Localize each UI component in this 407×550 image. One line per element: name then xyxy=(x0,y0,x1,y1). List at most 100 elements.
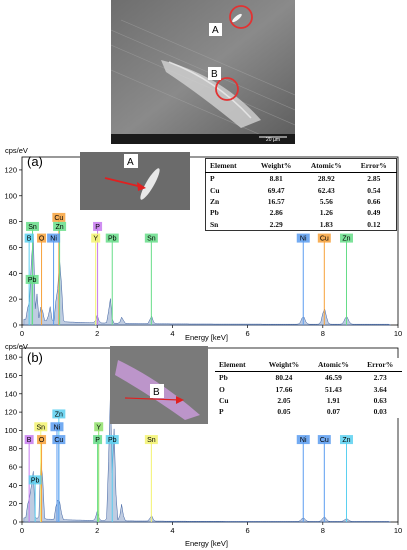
element-tag-label: Sn xyxy=(147,236,156,243)
element-tag-label: Sn xyxy=(37,424,46,431)
y-tick-label: 100 xyxy=(4,191,17,200)
sem-label-a: A xyxy=(212,25,219,36)
y-tick-label: 0 xyxy=(13,518,17,527)
table-cell: 1.83 xyxy=(319,219,333,229)
y-tick-label: 120 xyxy=(4,408,17,417)
x-tick-label: 8 xyxy=(321,329,325,338)
element-tag-label: Zn xyxy=(56,224,64,231)
tags-a: Sn Cu Zn B O Ni Pb PY Pb Sn Ni Cu Zn xyxy=(24,212,353,325)
table-cell: 16.57 xyxy=(267,196,285,206)
element-tag-label: Y xyxy=(96,424,101,431)
marker-circle-a xyxy=(229,5,253,29)
spectrum-area xyxy=(23,393,391,523)
element-tag-label: Cu xyxy=(54,437,63,444)
element-tag-box xyxy=(317,233,331,243)
element-tag-label: Pb xyxy=(108,437,117,444)
table-cell: 28.92 xyxy=(317,174,335,184)
table-cell: Pb xyxy=(210,208,219,218)
xlabel-b: Energy [keV] xyxy=(185,539,228,548)
table-cell: 0.03 xyxy=(373,407,387,417)
table-header: Atomic% xyxy=(308,358,359,372)
table-row: Cu 2.05 1.91 0.63 xyxy=(215,395,402,406)
table-cell: 51.43 xyxy=(325,384,342,394)
table-cell: 8.81 xyxy=(269,174,283,184)
element-tag-label: O xyxy=(39,236,45,243)
table-cell: Zn xyxy=(210,196,220,206)
element-tag-label: Ni xyxy=(50,236,57,243)
element-tag-box xyxy=(50,422,64,432)
inset-b: B xyxy=(110,346,208,424)
element-tag-box xyxy=(93,221,103,231)
y-tick-label: 60 xyxy=(9,463,17,472)
x-tick-label: 4 xyxy=(170,329,174,338)
composition-table-b: Element Weight% Atomic% Error% Pb 80.24 46… xyxy=(215,358,402,418)
table-cell: 0.12 xyxy=(367,219,381,229)
table-cell: 62.43 xyxy=(317,185,335,195)
element-tag-label: Zn xyxy=(342,437,350,444)
table-row: Sn 2.29 1.83 0.12 xyxy=(206,219,397,231)
table-header-row: Element Weight% Atomic% Error% xyxy=(215,358,402,372)
element-tag-box xyxy=(94,422,104,432)
x-tick-label: 0 xyxy=(20,329,24,338)
element-tag-box xyxy=(34,422,48,432)
element-tag-box xyxy=(339,233,353,243)
element-tag-box xyxy=(52,212,66,222)
element-tag-label: P xyxy=(95,437,100,444)
marker-circle-b xyxy=(215,77,239,101)
element-tag-label: B xyxy=(27,236,32,243)
y-tick-label: 60 xyxy=(9,243,17,252)
table-header: Element xyxy=(215,358,260,372)
element-tag-label: Cu xyxy=(54,215,63,222)
table-cell: 46.59 xyxy=(325,373,342,383)
y-tick-label: 140 xyxy=(4,389,17,398)
x-tick-label: 10 xyxy=(394,329,402,338)
element-tag-box xyxy=(317,435,331,445)
element-tag-box xyxy=(52,435,66,445)
element-tag-label: B xyxy=(27,437,32,444)
element-tag-box xyxy=(37,435,47,445)
element-tag-label: Y xyxy=(93,236,98,243)
y-tick-label: 80 xyxy=(9,217,17,226)
y-tick-label: 160 xyxy=(4,371,17,380)
x-tick-label: 2 xyxy=(95,526,99,535)
element-tag-box xyxy=(144,233,158,243)
element-tag-label: Zn xyxy=(55,411,63,418)
table-header: Atomic% xyxy=(301,158,352,173)
peaks-b xyxy=(23,393,391,523)
element-tag-box xyxy=(26,221,40,231)
y-tick-label: 80 xyxy=(9,444,17,453)
table-cell: Cu xyxy=(219,395,229,405)
table-row: Pb 80.24 46.59 2.73 xyxy=(215,372,402,384)
element-tag-box xyxy=(28,475,42,485)
spectrum-panel-b: 0 20 40 60 80 100 120 140 160 180 0 2 4 6 8 10 Zn Sn Ni Y B… xyxy=(4,342,402,548)
element-tag-box xyxy=(296,435,310,445)
element-tag-box xyxy=(296,233,310,243)
element-tag-label: Pb xyxy=(28,277,37,284)
element-tag-box xyxy=(339,435,353,445)
table-header: Weight% xyxy=(251,158,302,173)
element-tag-box xyxy=(25,274,39,284)
y-tick-label: 100 xyxy=(4,426,17,435)
table-cell: 0.54 xyxy=(367,185,381,195)
table-header: Error% xyxy=(358,358,402,372)
element-tag-box xyxy=(24,233,34,243)
table-cell: 80.24 xyxy=(275,373,293,383)
ylabel-b: cps/eV xyxy=(5,342,28,351)
element-tag-box xyxy=(37,233,47,243)
table-row: P 8.81 28.92 2.85 xyxy=(206,173,397,185)
table-cell: O xyxy=(219,384,225,394)
element-tag-box xyxy=(24,435,34,445)
element-tag-box xyxy=(47,233,61,243)
table-cell: 2.05 xyxy=(277,395,291,405)
element-tag-label: O xyxy=(39,437,45,444)
table-cell: 2.29 xyxy=(269,219,283,229)
table-cell: 5.56 xyxy=(319,196,333,206)
panel-label-b: (b) xyxy=(27,350,43,365)
table-cell: 0.63 xyxy=(373,395,387,405)
table-row: Zn 16.57 5.56 0.66 xyxy=(206,196,397,207)
table-cell: 17.66 xyxy=(275,384,293,394)
table-cell: P xyxy=(219,407,224,417)
sem-label-b: B xyxy=(211,69,218,80)
x-tick-label: 0 xyxy=(20,526,24,535)
